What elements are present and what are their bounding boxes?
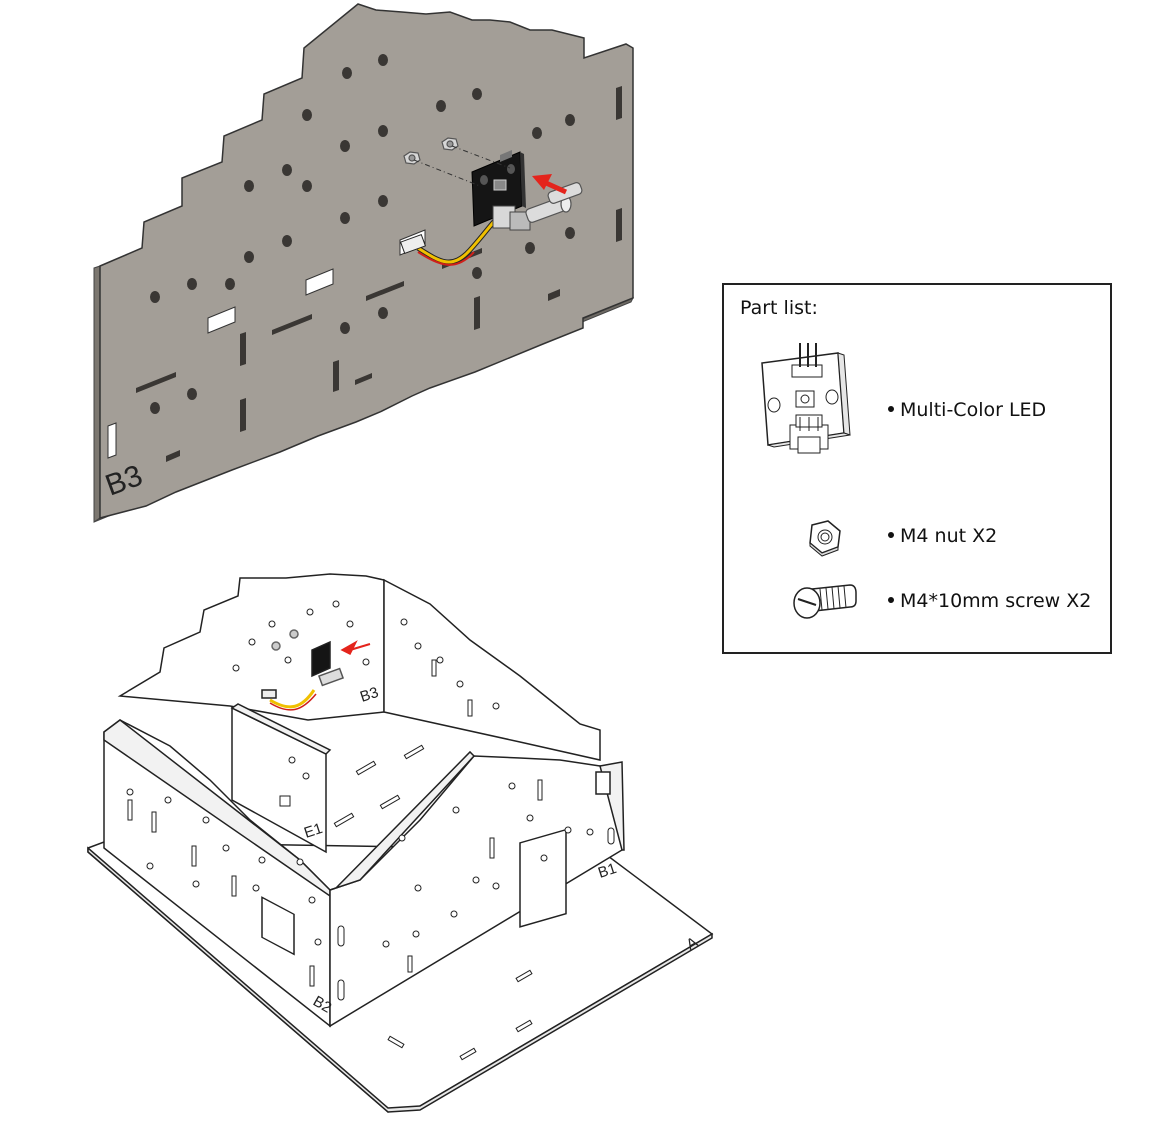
panel-label-b3-small: B3 xyxy=(358,684,381,706)
assembled-box: B3 E1 B1 B2 A xyxy=(87,573,714,1113)
led-module xyxy=(471,150,531,231)
panel-face xyxy=(99,3,634,519)
led-module-icon xyxy=(761,343,851,454)
back-panel-b3 xyxy=(117,573,385,721)
part-item-screw: M4*10mm screw X2 xyxy=(888,590,1091,612)
part-list-box: Part list: Multi-Color LED M4 nut xyxy=(722,283,1112,654)
part-list-title: Part list: xyxy=(740,297,818,319)
bullet-icon xyxy=(888,405,894,412)
panel-label-b1: B1 xyxy=(596,860,619,882)
screw-icon xyxy=(793,584,857,619)
panel-label-b2: B2 xyxy=(310,993,334,1017)
door-opening xyxy=(519,828,567,928)
insert-arrow xyxy=(532,174,568,195)
panel-label-e1: E1 xyxy=(302,820,325,842)
hex-nut-icon xyxy=(809,520,841,557)
top-panel-b3: B3 xyxy=(93,3,635,523)
bullet-icon xyxy=(888,531,894,538)
part-item-led: Multi-Color LED xyxy=(888,399,1046,421)
part-item-nut: M4 nut X2 xyxy=(888,525,997,547)
bullet-icon xyxy=(888,596,894,603)
